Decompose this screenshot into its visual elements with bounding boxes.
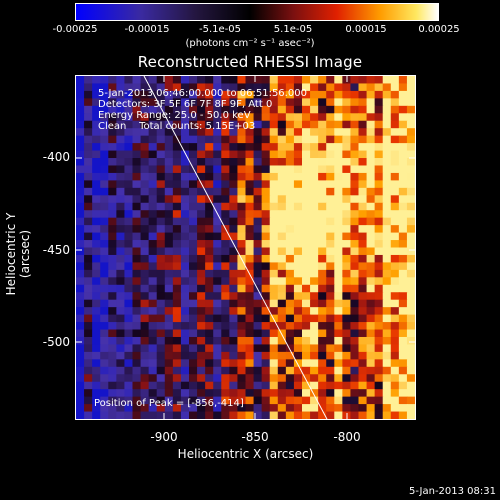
- colorbar-unit-label: (photons cm⁻² s⁻¹ asec⁻²): [185, 38, 315, 49]
- colorbar-tick-label: -0.00025: [52, 24, 98, 35]
- y-axis-label: Heliocentric Y (arcsec): [4, 212, 32, 296]
- y-tick-label: -500: [42, 335, 70, 349]
- clean-counts-text: Clean Total counts: 5.15E+03: [98, 121, 256, 132]
- peak-position-text: Position of Peak = [-856,-414]: [94, 398, 244, 409]
- colorbar-tick-label: 0.00015: [345, 24, 387, 35]
- energy-range-text: Energy Range: 25.0 - 50.0 keV: [98, 110, 251, 121]
- x-axis-label: Heliocentric X (arcsec): [177, 447, 314, 461]
- colorbar-tick-label: 5.1e-05: [273, 24, 313, 35]
- colorbar-tick-label: -0.00015: [124, 24, 170, 35]
- time-range-text: 5-Jan-2013 06:46:00.000 to 06:51:56.000: [98, 88, 307, 99]
- colorbar: [75, 3, 439, 21]
- y-tick-label: -450: [42, 243, 70, 257]
- colorbar-tick-label: 0.00025: [418, 24, 460, 35]
- rhessi-image-plot: 5-Jan-2013 06:46:00.000 to 06:51:56.000 …: [75, 75, 416, 420]
- colorbar-tick-label: -5.1e-05: [199, 24, 241, 35]
- limb-line: [143, 76, 328, 419]
- x-tick-label: -800: [333, 430, 361, 444]
- x-tick-label: -850: [241, 430, 269, 444]
- y-tick-label: -400: [42, 150, 70, 164]
- heatmap-image: [76, 76, 415, 419]
- footer-timestamp: 5-Jan-2013 08:31: [409, 486, 496, 497]
- image-title: Reconstructed RHESSI Image: [137, 53, 363, 71]
- x-tick-label: -900: [150, 430, 178, 444]
- detectors-text: Detectors: 3F 5F 6F 7F 8F 9F, Att 0: [98, 99, 273, 110]
